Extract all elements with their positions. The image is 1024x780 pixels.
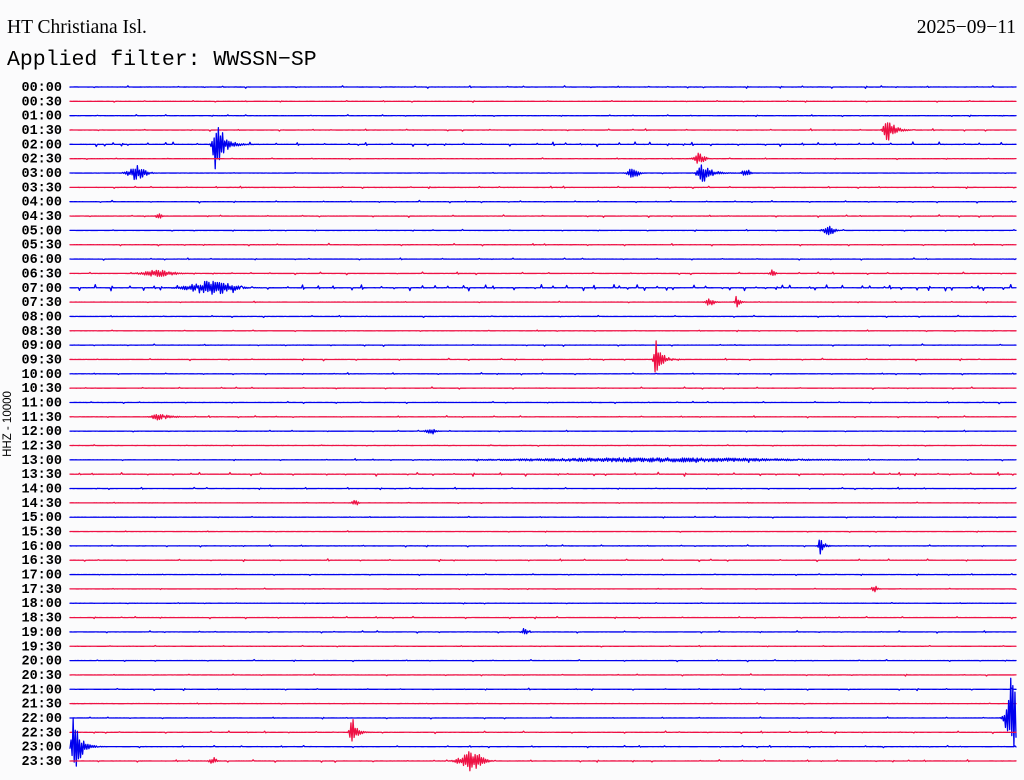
svg-text:06:30: 06:30 xyxy=(21,267,62,282)
svg-text:20:00: 20:00 xyxy=(21,655,62,670)
svg-text:10:30: 10:30 xyxy=(21,382,62,397)
svg-text:12:30: 12:30 xyxy=(21,440,62,455)
svg-text:01:30: 01:30 xyxy=(21,124,62,139)
svg-text:13:30: 13:30 xyxy=(21,468,62,483)
svg-text:22:30: 22:30 xyxy=(21,726,62,741)
svg-text:12:00: 12:00 xyxy=(21,425,62,440)
svg-text:16:30: 16:30 xyxy=(21,554,62,569)
svg-text:03:00: 03:00 xyxy=(21,167,62,182)
svg-text:02:30: 02:30 xyxy=(21,153,62,168)
svg-text:20:30: 20:30 xyxy=(21,669,62,684)
svg-text:19:30: 19:30 xyxy=(21,640,62,655)
svg-text:00:00: 00:00 xyxy=(21,81,62,96)
svg-text:06:00: 06:00 xyxy=(21,253,62,268)
svg-text:09:00: 09:00 xyxy=(21,339,62,354)
svg-text:15:30: 15:30 xyxy=(21,526,62,541)
svg-text:21:00: 21:00 xyxy=(21,683,62,698)
svg-text:08:00: 08:00 xyxy=(21,310,62,325)
svg-text:01:00: 01:00 xyxy=(21,110,62,125)
svg-text:23:30: 23:30 xyxy=(21,755,62,770)
svg-text:09:30: 09:30 xyxy=(21,353,62,368)
svg-text:19:00: 19:00 xyxy=(21,626,62,641)
svg-text:00:30: 00:30 xyxy=(21,95,62,110)
svg-text:13:00: 13:00 xyxy=(21,454,62,469)
svg-text:23:00: 23:00 xyxy=(21,741,62,756)
svg-text:15:00: 15:00 xyxy=(21,511,62,526)
svg-text:18:30: 18:30 xyxy=(21,612,62,627)
svg-text:18:00: 18:00 xyxy=(21,597,62,612)
svg-text:17:30: 17:30 xyxy=(21,583,62,598)
svg-text:03:30: 03:30 xyxy=(21,181,62,196)
svg-text:14:30: 14:30 xyxy=(21,497,62,512)
svg-text:05:30: 05:30 xyxy=(21,239,62,254)
svg-text:04:00: 04:00 xyxy=(21,196,62,211)
svg-text:07:00: 07:00 xyxy=(21,282,62,297)
svg-text:17:00: 17:00 xyxy=(21,569,62,584)
svg-text:04:30: 04:30 xyxy=(21,210,62,225)
svg-text:11:00: 11:00 xyxy=(21,396,62,411)
svg-text:14:00: 14:00 xyxy=(21,483,62,498)
svg-text:07:30: 07:30 xyxy=(21,296,62,311)
svg-text:10:00: 10:00 xyxy=(21,368,62,383)
svg-text:HHZ - 10000: HHZ - 10000 xyxy=(2,391,14,457)
svg-text:02:00: 02:00 xyxy=(21,138,62,153)
svg-text:11:30: 11:30 xyxy=(21,411,62,426)
svg-text:16:00: 16:00 xyxy=(21,540,62,555)
svg-text:05:00: 05:00 xyxy=(21,224,62,239)
svg-text:08:30: 08:30 xyxy=(21,325,62,340)
svg-text:21:30: 21:30 xyxy=(21,698,62,713)
svg-text:22:00: 22:00 xyxy=(21,712,62,727)
